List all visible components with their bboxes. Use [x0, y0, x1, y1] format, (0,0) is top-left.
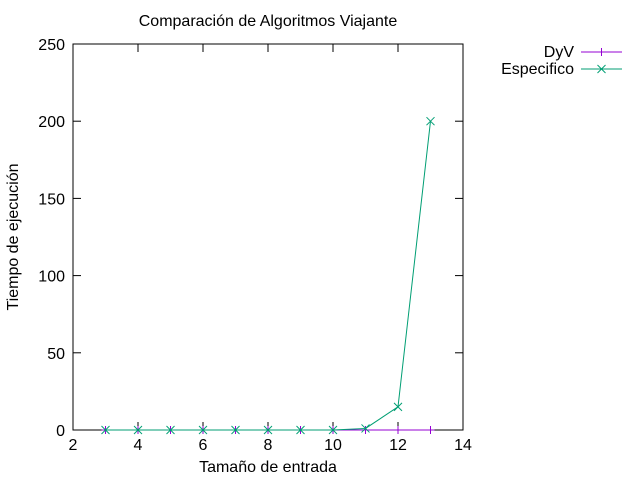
x-axis: 2 4 6 8 10 12 14 — [69, 44, 472, 454]
legend-item-especifico: Especifico — [501, 61, 622, 78]
data-point-especifico — [328, 425, 338, 435]
data-point-dyv — [361, 426, 370, 434]
x-tick-label: 14 — [454, 437, 472, 454]
marker-stroke — [597, 64, 606, 74]
chart-title: Comparación de Algoritmos Viajante — [139, 13, 398, 30]
marker-stroke — [361, 424, 370, 433]
marker-stroke — [426, 116, 435, 126]
series-especifico — [101, 116, 435, 435]
data-point-especifico — [101, 425, 110, 435]
plot-border — [72, 43, 464, 431]
legend-label-dyv: DyV — [544, 44, 575, 61]
y-tick-label: 150 — [38, 191, 65, 208]
marker-stroke — [166, 425, 175, 435]
marker-stroke — [133, 425, 143, 435]
y-tick-label: 50 — [47, 346, 65, 363]
y-tick-label: 250 — [38, 37, 65, 54]
data-point-especifico — [166, 425, 175, 435]
data-point-especifico — [393, 402, 403, 412]
marker-stroke — [198, 425, 208, 435]
data-point-dyv — [394, 426, 402, 434]
legend-item-dyv: DyV — [544, 44, 622, 61]
data-point-especifico — [198, 425, 208, 435]
marker-stroke — [296, 425, 305, 435]
data-point-dyv — [426, 426, 435, 434]
series-line-especifico — [105, 121, 431, 431]
legend-marker-especifico — [597, 64, 606, 74]
y-axis: 0 50 100 150 200 250 — [38, 37, 463, 440]
marker-stroke — [263, 425, 273, 435]
data-point-especifico — [426, 116, 435, 126]
marker-stroke — [231, 425, 240, 435]
data-point-especifico — [263, 425, 273, 435]
x-tick-label: 12 — [389, 437, 407, 454]
x-tick-label: 10 — [324, 437, 342, 454]
series-layer — [101, 116, 435, 435]
data-point-especifico — [133, 425, 143, 435]
y-tick-label: 100 — [38, 269, 65, 286]
y-tick-label: 200 — [38, 114, 65, 131]
data-point-especifico — [296, 425, 305, 435]
marker-stroke — [393, 402, 403, 412]
data-point-especifico — [231, 425, 240, 435]
x-tick-label: 4 — [134, 437, 143, 454]
legend-label-especifico: Especifico — [501, 61, 574, 78]
data-point-especifico — [361, 424, 370, 433]
x-tick-label: 6 — [199, 437, 208, 454]
marker-stroke — [101, 425, 110, 435]
y-tick-label: 0 — [56, 423, 65, 440]
x-axis-label: Tamaño de entrada — [199, 459, 337, 476]
x-tick-label: 2 — [69, 437, 78, 454]
y-axis-label: Tiempo de ejecución — [5, 163, 22, 310]
x-tick-label: 8 — [264, 437, 273, 454]
legend-marker-dyv — [597, 48, 606, 56]
marker-stroke — [328, 425, 338, 435]
